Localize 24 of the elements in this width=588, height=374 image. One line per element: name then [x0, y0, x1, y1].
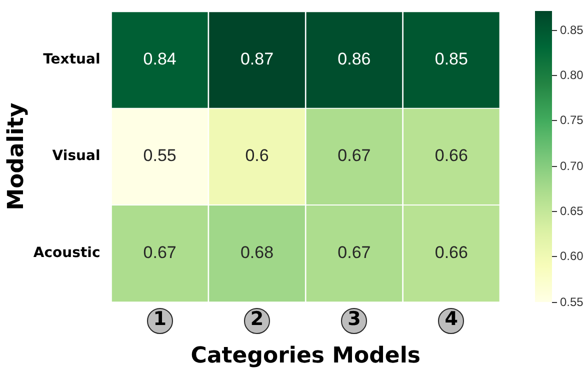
color-bar-label: 0.75	[560, 113, 584, 128]
data-label: 0.66	[434, 146, 468, 166]
color-bar-label: 0.60	[560, 249, 584, 264]
color-bar-label: 0.65	[560, 204, 584, 218]
data-label: 0.86	[338, 49, 371, 68]
y-tick-label: Textual	[43, 51, 100, 68]
color-bar-label: 0.85	[560, 22, 584, 37]
data-label: 0.67	[143, 242, 176, 262]
y-tick-label: Visual	[52, 148, 100, 164]
data-label: 0.87	[240, 49, 274, 68]
data-label: 0.6	[245, 146, 269, 166]
color-bar-label: 0.80	[560, 68, 584, 82]
data-label: 0.68	[240, 242, 274, 262]
data-label: 0.55	[143, 146, 176, 166]
data-label: 0.85	[434, 49, 468, 68]
y-axis-title: Modality	[4, 102, 29, 210]
data-label: 0.84	[143, 49, 176, 68]
data-label: 0.66	[434, 242, 468, 262]
data-label: 0.67	[338, 146, 371, 166]
y-tick-label: Acoustic	[33, 244, 100, 261]
data-label: 0.67	[338, 242, 371, 262]
x-axis-title: Categories Models	[190, 344, 420, 369]
color-bar-label: 0.70	[560, 158, 584, 173]
color-bar-label: 0.55	[560, 294, 584, 309]
